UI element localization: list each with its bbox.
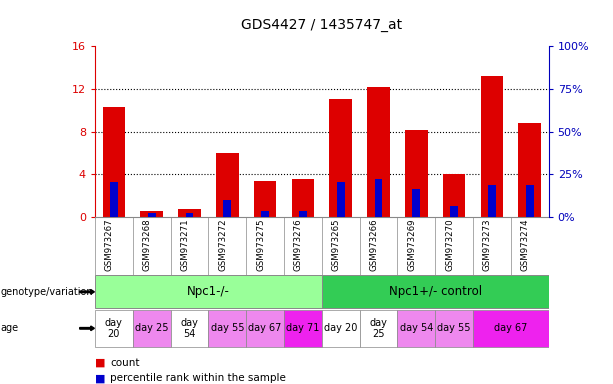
Bar	[473, 310, 549, 347]
Bar	[329, 99, 352, 217]
Text: day 71: day 71	[286, 323, 319, 333]
Bar	[413, 189, 421, 217]
Bar	[360, 310, 397, 347]
Bar	[223, 200, 231, 217]
Bar	[95, 275, 322, 308]
Bar	[110, 182, 118, 217]
Text: GSM973272: GSM973272	[218, 219, 227, 271]
Bar	[519, 123, 541, 217]
Text: day
20: day 20	[105, 318, 123, 339]
Text: day 55: day 55	[211, 323, 244, 333]
Text: day
25: day 25	[370, 318, 387, 339]
Text: day 67: day 67	[494, 323, 528, 333]
Bar	[95, 310, 133, 347]
Text: GSM973265: GSM973265	[332, 219, 341, 271]
Bar	[299, 210, 307, 217]
Bar	[322, 275, 549, 308]
Bar	[216, 153, 238, 217]
Bar	[450, 206, 458, 217]
Text: ■: ■	[95, 358, 105, 368]
Bar	[148, 213, 156, 217]
Bar	[170, 310, 208, 347]
Text: day 55: day 55	[438, 323, 471, 333]
Text: day 54: day 54	[400, 323, 433, 333]
Bar	[292, 179, 314, 217]
Bar	[337, 182, 345, 217]
Text: day 20: day 20	[324, 323, 357, 333]
Text: GSM973276: GSM973276	[294, 219, 303, 271]
Text: GSM973267: GSM973267	[105, 219, 114, 271]
Text: GSM973270: GSM973270	[445, 219, 454, 271]
Bar	[140, 210, 163, 217]
Bar	[208, 310, 246, 347]
Bar	[375, 179, 383, 217]
Bar	[397, 310, 435, 347]
Bar	[133, 310, 170, 347]
Text: GSM973274: GSM973274	[520, 219, 530, 271]
Bar	[526, 185, 534, 217]
Bar	[254, 180, 276, 217]
Text: GSM973275: GSM973275	[256, 219, 265, 271]
Bar	[443, 174, 465, 217]
Text: day
54: day 54	[181, 318, 199, 339]
Bar	[261, 210, 269, 217]
Bar	[481, 76, 503, 217]
Text: GDS4427 / 1435747_at: GDS4427 / 1435747_at	[242, 18, 402, 32]
Text: day 25: day 25	[135, 323, 169, 333]
Bar	[186, 213, 194, 217]
Bar	[178, 210, 201, 217]
Bar	[435, 310, 473, 347]
Bar	[322, 310, 360, 347]
Text: ■: ■	[95, 373, 105, 383]
Text: count: count	[110, 358, 140, 368]
Text: genotype/variation: genotype/variation	[1, 287, 93, 297]
Text: GSM973268: GSM973268	[143, 219, 151, 271]
Bar	[488, 185, 496, 217]
Text: day 67: day 67	[248, 323, 282, 333]
Text: GSM973269: GSM973269	[407, 219, 416, 271]
Text: percentile rank within the sample: percentile rank within the sample	[110, 373, 286, 383]
Text: Npc1-/-: Npc1-/-	[187, 285, 230, 298]
Bar	[284, 310, 322, 347]
Bar	[102, 107, 125, 217]
Bar	[367, 87, 390, 217]
Text: GSM973271: GSM973271	[180, 219, 189, 271]
Bar	[405, 131, 428, 217]
Text: GSM973266: GSM973266	[370, 219, 378, 271]
Text: Npc1+/- control: Npc1+/- control	[389, 285, 482, 298]
Text: GSM973273: GSM973273	[483, 219, 492, 271]
Bar	[246, 310, 284, 347]
Text: age: age	[1, 323, 19, 333]
